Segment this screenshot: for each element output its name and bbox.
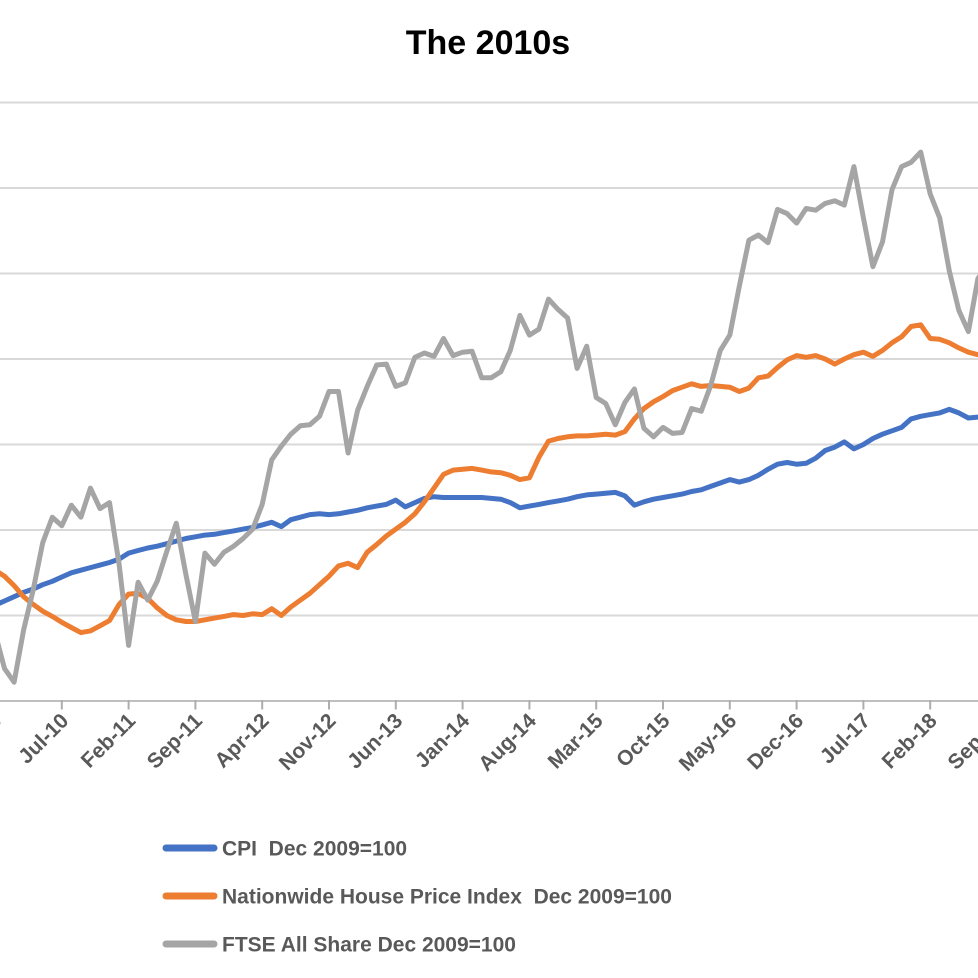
legend-label: CPI Dec 2009=100 (222, 838, 407, 861)
series-line-0 (0, 406, 978, 606)
legend: CPI Dec 2009=100 Nationwide House Price I… (162, 838, 672, 957)
x-axis (0, 700, 978, 710)
series-lines (0, 149, 978, 685)
legend-item: Nationwide House Price Index Dec 2009=10… (162, 886, 672, 909)
series-line-1 (0, 322, 978, 636)
chart-title: The 2010s (406, 24, 570, 62)
legend-item: FTSE All Share Dec 2009=100 (162, 934, 516, 957)
series-line-2 (0, 149, 978, 685)
gridlines (0, 101, 978, 617)
legend-item: CPI Dec 2009=100 (162, 838, 407, 861)
legend-label: Nationwide House Price Index Dec 2009=10… (222, 886, 672, 909)
legend-label: FTSE All Share Dec 2009=100 (222, 934, 516, 957)
